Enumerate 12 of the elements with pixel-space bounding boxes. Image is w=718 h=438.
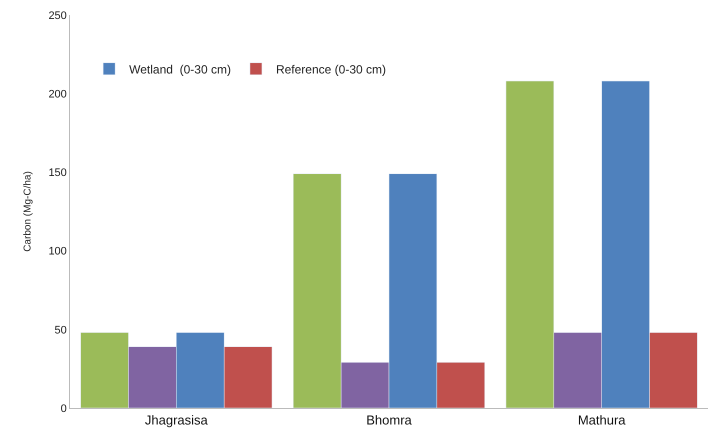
y-tick-label: 0: [60, 402, 67, 415]
y-tick-label: 50: [54, 324, 67, 336]
x-tick-label: Bhomra: [366, 412, 413, 428]
y-tick-label: 200: [48, 88, 67, 100]
y-tick-label: 250: [48, 10, 67, 22]
x-tick-label: Mathura: [578, 412, 626, 428]
y-axis-title: Carbon (Mg-C/ha): [22, 171, 34, 252]
y-tick-label: 150: [48, 167, 67, 180]
y-tick-label: 100: [48, 246, 67, 258]
legend-label: Wetland (0-30 cm): [129, 62, 231, 76]
x-tick-label: Jhagrasisa: [144, 412, 209, 428]
legend-label: Reference (0-30 cm): [276, 62, 386, 76]
